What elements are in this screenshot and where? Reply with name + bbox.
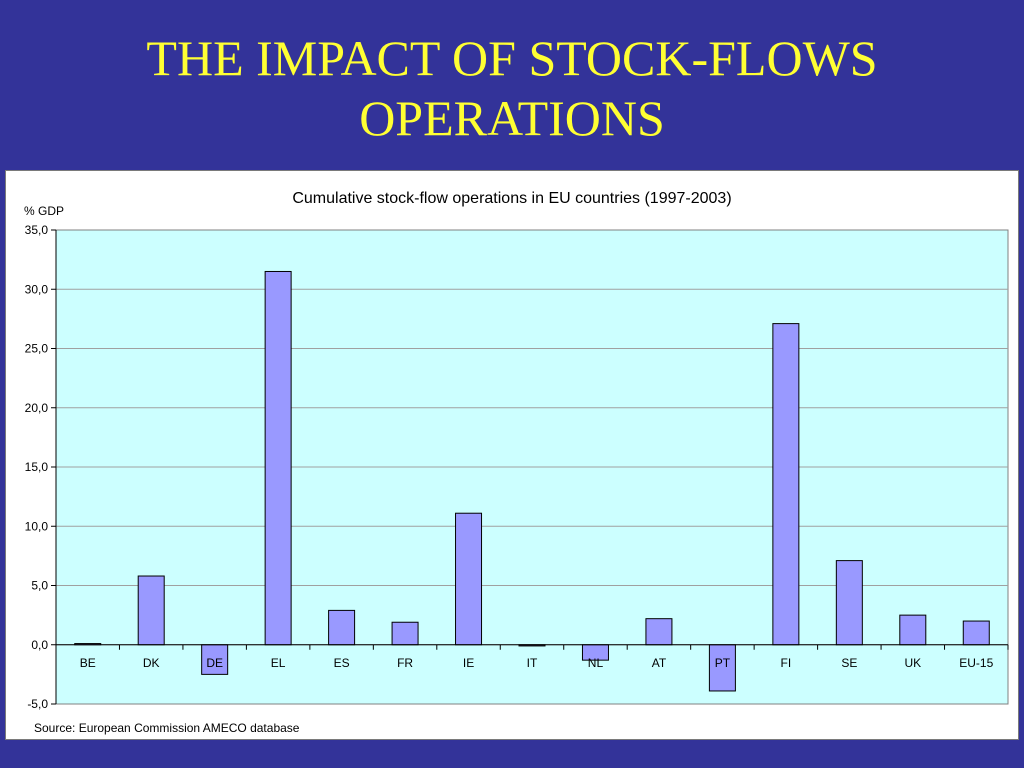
x-tick-labels: BE DK DE EL ES FR IE IT NL AT PT FI SE UK EU-15 bbox=[80, 656, 994, 670]
x-tick-label: AT bbox=[652, 656, 667, 670]
y-tick-label: -5,0 bbox=[27, 697, 48, 711]
bar-chart: Cumulative stock-flow operations in EU c… bbox=[24, 190, 1009, 735]
y-axis-label: % GDP bbox=[24, 204, 64, 218]
x-tick-label: DK bbox=[143, 656, 160, 670]
chart-source: Source: European Commission AMECO databa… bbox=[34, 721, 300, 735]
x-tick-label: PT bbox=[715, 656, 731, 670]
x-tick-label: IE bbox=[463, 656, 474, 670]
bar-es bbox=[328, 609, 356, 646]
bar-ie bbox=[455, 512, 483, 646]
x-tick-label: FI bbox=[781, 656, 792, 670]
y-tick-label: 10,0 bbox=[25, 519, 49, 533]
bar-fr bbox=[391, 621, 419, 646]
bar-dk bbox=[137, 575, 165, 646]
bar-se bbox=[835, 560, 863, 646]
y-tick-label: 0,0 bbox=[31, 638, 48, 652]
x-tick-label: IT bbox=[527, 656, 538, 670]
axes bbox=[51, 229, 1009, 705]
x-tick-label: EL bbox=[271, 656, 286, 670]
bar-uk bbox=[899, 614, 927, 646]
slide-title-line-2: OPERATIONS bbox=[359, 90, 665, 146]
bar-el bbox=[264, 270, 292, 646]
x-tick-label: EU-15 bbox=[959, 656, 993, 670]
bar-at bbox=[645, 618, 673, 646]
x-tick-label: DE bbox=[206, 656, 223, 670]
x-tick-label: NL bbox=[588, 656, 604, 670]
y-tick-label: 35,0 bbox=[25, 223, 49, 237]
chart-title: Cumulative stock-flow operations in EU c… bbox=[292, 190, 731, 207]
y-tick-label: 15,0 bbox=[25, 460, 49, 474]
bar-fi bbox=[772, 323, 800, 646]
x-tick-label: UK bbox=[904, 656, 921, 670]
x-tick-label: SE bbox=[841, 656, 857, 670]
x-tick-label: FR bbox=[397, 656, 413, 670]
y-tick-label: 5,0 bbox=[31, 579, 48, 593]
y-tick-label: 20,0 bbox=[25, 401, 49, 415]
x-tick-label: BE bbox=[80, 656, 96, 670]
y-tick-label: 30,0 bbox=[25, 282, 49, 296]
bar-eu-15 bbox=[962, 620, 990, 646]
chart-panel: Cumulative stock-flow operations in EU c… bbox=[5, 170, 1019, 740]
bars bbox=[74, 270, 990, 692]
y-tick-label: 25,0 bbox=[25, 342, 49, 356]
slide-title: THE IMPACT OF STOCK-FLOWS OPERATIONS bbox=[0, 28, 1024, 148]
x-tick-label: ES bbox=[334, 656, 350, 670]
slide-title-line-1: THE IMPACT OF STOCK-FLOWS bbox=[146, 30, 878, 86]
y-tick-labels: -5,0 0,0 5,0 10,0 15,0 20,0 25,0 30,0 35,0 bbox=[25, 223, 49, 711]
